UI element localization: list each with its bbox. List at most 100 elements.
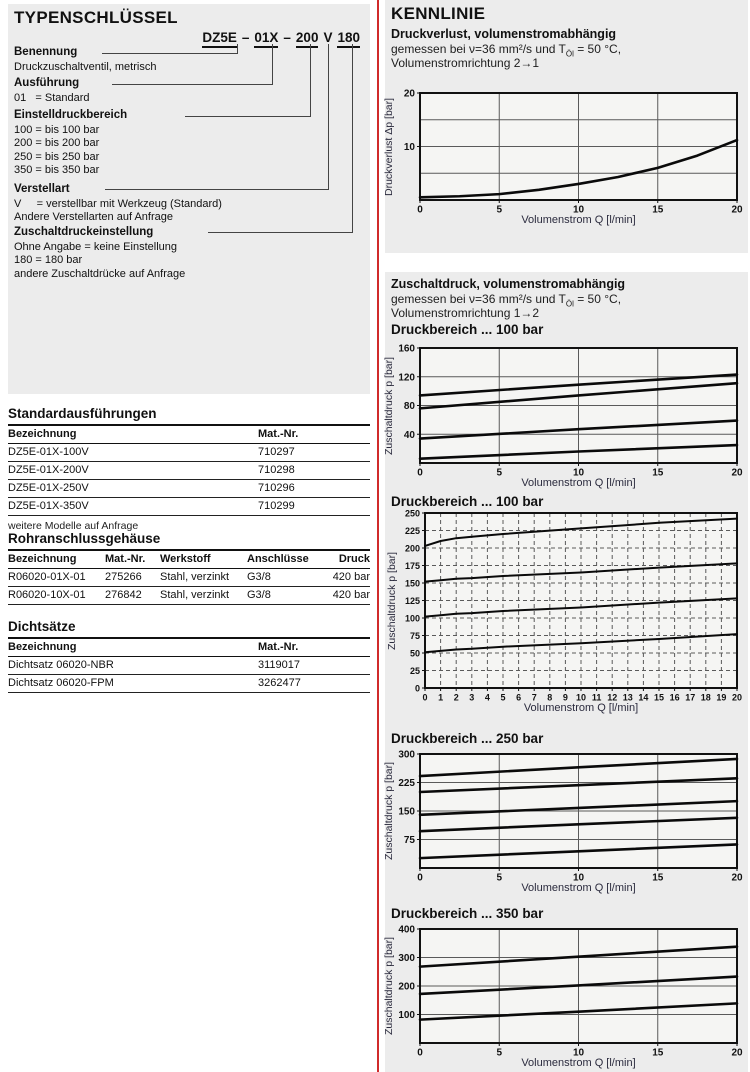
svg-text:16: 16 xyxy=(670,693,680,703)
code-segment-benennung: DZ5E xyxy=(202,30,237,48)
svg-text:400: 400 xyxy=(398,925,415,936)
kennlinie-title: KENNLINIE xyxy=(391,4,486,23)
svg-text:5: 5 xyxy=(496,205,502,216)
svg-text:10: 10 xyxy=(576,693,586,703)
chart-zuschaltdruck-350bar: Zuschaltdruck p [bar] 0 5 10 15 20 100 200 300 4… xyxy=(383,923,747,1070)
svg-text:175: 175 xyxy=(405,561,420,571)
connector-line xyxy=(105,44,329,190)
svg-text:15: 15 xyxy=(652,205,664,216)
y-axis-label: Zuschaltdruck p [bar] xyxy=(383,356,395,455)
svg-text:15: 15 xyxy=(654,693,664,703)
svg-text:5: 5 xyxy=(500,693,505,703)
svg-text:5: 5 xyxy=(496,873,502,884)
flow-direction: Volumenstromrichtung 1→2 xyxy=(391,306,540,320)
y-axis-label: Zuschaltdruck p [bar] xyxy=(383,936,395,1036)
svg-text:225: 225 xyxy=(398,778,415,789)
svg-text:250: 250 xyxy=(405,509,420,519)
svg-text:18: 18 xyxy=(701,693,711,703)
svg-text:300: 300 xyxy=(398,953,415,964)
section-title-zuschaltdruck: Zuschaltdruck, volumenstromabhängig xyxy=(391,277,626,291)
x-axis-label: Volumenstrom Q [l/min] xyxy=(521,882,636,894)
svg-text:0: 0 xyxy=(415,684,420,694)
table-standardausfuehrungen: Standardausführungen Bezeichnung Mat.-Nr… xyxy=(8,406,370,532)
table-row: Dichtsatz 06020-NBR 3119017 xyxy=(8,656,370,675)
svg-text:40: 40 xyxy=(404,430,416,441)
entry-verstellart: Verstellart V = verstellbar mit Werkzeug… xyxy=(14,183,222,223)
svg-text:6: 6 xyxy=(516,693,521,703)
x-axis-label: Volumenstrom Q [l/min] xyxy=(523,702,639,714)
measurement-conditions: gemessen bei ν=36 mm²/s und TÖl = 50 °C, xyxy=(391,292,622,309)
section-title-druckverlust: Druckverlust, volumenstromabhängig xyxy=(391,27,617,41)
table-row: DZ5E-01X-350V 710299 xyxy=(8,497,370,516)
svg-text:75: 75 xyxy=(410,631,420,641)
chart-zuschaltdruck-100bar-b: Zuschaltdruck p [bar] 0 1 2 3 4 5 6 7 8 9 10 11 12 13… xyxy=(386,507,747,715)
svg-text:20: 20 xyxy=(731,205,743,216)
svg-text:5: 5 xyxy=(496,468,502,479)
typenschluessel-title: TYPENSCHLÜSSEL xyxy=(14,8,178,27)
code-segment-verstellart: V xyxy=(323,30,333,45)
svg-text:1: 1 xyxy=(438,693,443,703)
plot-zuschaltdruck-250bar: 0 5 10 15 20 75 150 225 300 xyxy=(398,750,743,884)
svg-text:7: 7 xyxy=(532,693,537,703)
chart-zuschaltdruck-250bar: Zuschaltdruck p [bar] 0 5 10 15 20 75 150 225 30… xyxy=(383,748,747,895)
svg-text:100: 100 xyxy=(398,1010,415,1021)
chart-title-100bar-b: Druckbereich ... 100 bar xyxy=(391,494,544,509)
chart-title-350bar: Druckbereich ... 350 bar xyxy=(391,906,544,921)
svg-text:13: 13 xyxy=(623,693,633,703)
table-row: DZ5E-01X-100V 710297 xyxy=(8,443,370,462)
table-row: R06020-10X-01 276842 Stahl, verzinkt G3/8 … xyxy=(8,586,370,605)
chart-title-250bar: Druckbereich ... 250 bar xyxy=(391,731,544,746)
column-header: Bezeichnung xyxy=(8,426,258,444)
svg-text:3: 3 xyxy=(469,693,474,703)
table-title: Standardausführungen xyxy=(8,406,370,426)
svg-text:10: 10 xyxy=(573,205,585,216)
plot-zuschaltdruck-350bar: 0 5 10 15 20 100 200 300 400 xyxy=(398,925,743,1059)
table-title: Dichtsätze xyxy=(8,619,370,639)
svg-text:200: 200 xyxy=(405,544,420,554)
column-header: Werkstoff xyxy=(160,551,247,569)
table-rohranschlussgehaeuse: Rohranschlussgehäuse Bezeichnung Mat.-Nr… xyxy=(8,531,370,605)
y-axis-label: Zuschaltdruck p [bar] xyxy=(386,551,398,650)
svg-text:0: 0 xyxy=(417,873,423,884)
connector-line xyxy=(102,44,238,54)
svg-text:0: 0 xyxy=(417,468,423,479)
svg-text:14: 14 xyxy=(638,693,648,703)
svg-text:20: 20 xyxy=(404,89,416,100)
connector-line xyxy=(112,44,273,85)
svg-text:160: 160 xyxy=(398,344,415,355)
svg-text:0: 0 xyxy=(417,1048,423,1059)
column-header: Bezeichnung xyxy=(8,551,105,569)
svg-text:125: 125 xyxy=(405,596,420,606)
svg-text:15: 15 xyxy=(652,873,664,884)
table-row: DZ5E-01X-250V 710296 xyxy=(8,479,370,498)
svg-text:200: 200 xyxy=(398,982,415,993)
x-axis-label: Volumenstrom Q [l/min] xyxy=(521,1057,636,1069)
svg-text:5: 5 xyxy=(496,1048,502,1059)
svg-text:0: 0 xyxy=(417,205,423,216)
svg-text:150: 150 xyxy=(398,807,415,818)
column-header: Mat.-Nr. xyxy=(258,639,370,657)
table-title: Rohranschlussgehäuse xyxy=(8,531,370,551)
column-header: Anschlüsse xyxy=(247,551,325,569)
column-header: Bezeichnung xyxy=(8,639,258,657)
svg-text:20: 20 xyxy=(731,873,743,884)
code-dash-icon: – xyxy=(241,30,250,45)
table-row: R06020-01X-01 275266 Stahl, verzinkt G3/8 … xyxy=(8,568,370,587)
code-segment-druckbereich: 200 xyxy=(295,30,319,48)
code-segment-zuschaltdruck: 180 xyxy=(337,30,360,48)
svg-text:75: 75 xyxy=(404,835,416,846)
svg-text:20: 20 xyxy=(732,693,742,703)
entry-benennung: Benennung Druckzuschaltventil, metrisch xyxy=(14,46,157,73)
entry-zuschaltdruckeinstellung: Zuschaltdruckeinstellung Ohne Angabe = k… xyxy=(14,226,186,280)
chart-title-100bar-a: Druckbereich ... 100 bar xyxy=(391,322,544,337)
connector-line xyxy=(185,44,311,117)
plot-zuschaltdruck-100bar-a: 0 5 10 15 20 40 80 120 160 xyxy=(398,344,743,479)
table-note: weitere Modelle auf Anfrage xyxy=(8,520,139,532)
svg-text:12: 12 xyxy=(607,693,617,703)
column-divider xyxy=(377,0,379,1072)
x-axis-label: Volumenstrom Q [l/min] xyxy=(521,477,636,489)
svg-text:15: 15 xyxy=(652,1048,664,1059)
code-segment-ausfuehrung: 01X xyxy=(254,30,279,48)
svg-text:225: 225 xyxy=(405,526,420,536)
